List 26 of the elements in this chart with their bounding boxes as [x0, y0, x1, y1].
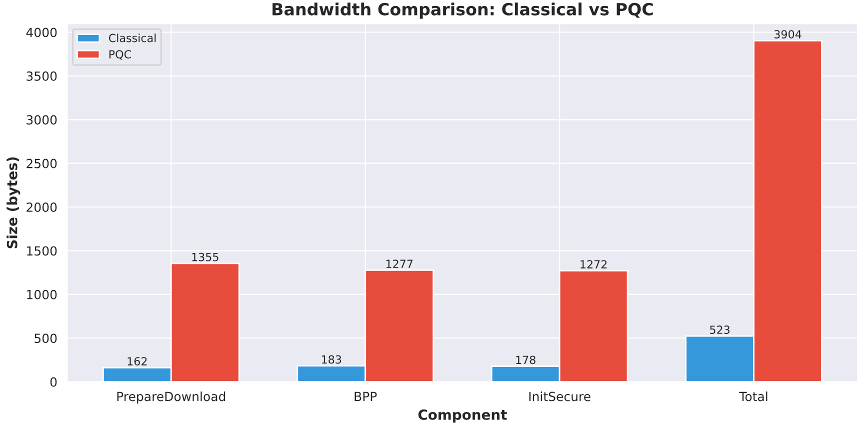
x-axis-title: Component: [418, 409, 507, 423]
data-label: 183: [322, 355, 342, 364]
y-tick-label: 0: [50, 377, 57, 387]
y-tick-label: 1000: [27, 290, 57, 300]
y-tick-label: 500: [34, 334, 57, 344]
data-label: 1272: [580, 260, 607, 268]
data-label: 3904: [774, 30, 802, 38]
y-tick-label: 2000: [26, 202, 57, 212]
data-label: 1355: [192, 252, 218, 262]
y-tick-label: 2500: [26, 158, 57, 168]
x-tick-label: BPP: [354, 392, 377, 402]
y-tick-label: 3500: [26, 71, 57, 81]
legend-label: PQC: [109, 50, 131, 60]
data-label: 178: [516, 356, 536, 364]
x-tick-label: PrepareDownload: [117, 392, 226, 404]
y-tick-label: 3000: [26, 115, 57, 125]
x-tick-label: InitSecure: [529, 392, 590, 402]
data-label: 1277: [386, 260, 413, 268]
chart-title: Bandwidth Comparison: Classical vs PQC: [272, 2, 653, 19]
x-tick-label: Total: [739, 392, 768, 402]
y-tick-label: 4000: [26, 28, 57, 38]
y-tick-label: 1500: [27, 246, 57, 256]
data-label: 162: [128, 357, 147, 366]
legend-label: Classical: [108, 34, 156, 42]
data-label: 523: [710, 326, 730, 334]
y-axis-title: Size (bytes): [6, 157, 20, 248]
